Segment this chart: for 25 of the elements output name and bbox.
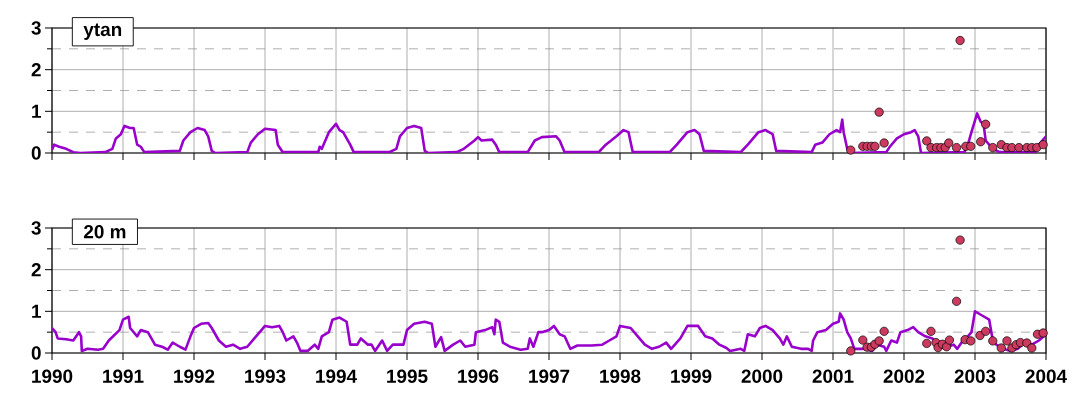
chart-title: ytan <box>83 23 122 40</box>
x-tick-label: 2003 <box>954 369 996 383</box>
x-tick-label: 1999 <box>671 369 712 383</box>
y-tick-label: 0 <box>31 146 41 160</box>
x-tick-label: 1998 <box>600 369 641 383</box>
y-tick-label: 1 <box>32 304 41 318</box>
y-tick-label: 1 <box>32 104 41 118</box>
y-tick-label: 2 <box>31 263 41 277</box>
x-tick-label: 1993 <box>245 369 286 383</box>
chart-title: 20 m <box>83 225 126 239</box>
x-tick-label: 1990 <box>32 369 73 383</box>
y-tick-label: 3 <box>31 221 41 235</box>
y-tick-label: 3 <box>31 21 41 35</box>
x-tick-label: 2001 <box>812 369 854 383</box>
x-tick-label: 1995 <box>387 369 428 383</box>
x-tick-label: 1996 <box>458 369 499 383</box>
x-tick-label: 1992 <box>174 369 215 383</box>
x-tick-label: 2000 <box>741 369 783 383</box>
x-tick-label: 1997 <box>529 369 570 383</box>
x-tick-label: 1991 <box>103 369 144 383</box>
x-tick-label: 2004 <box>1025 369 1067 383</box>
x-tick-label: 2002 <box>883 369 925 383</box>
x-tick-label: 1994 <box>316 369 357 383</box>
y-tick-label: 2 <box>31 63 41 77</box>
y-tick-label: 0 <box>31 346 41 360</box>
